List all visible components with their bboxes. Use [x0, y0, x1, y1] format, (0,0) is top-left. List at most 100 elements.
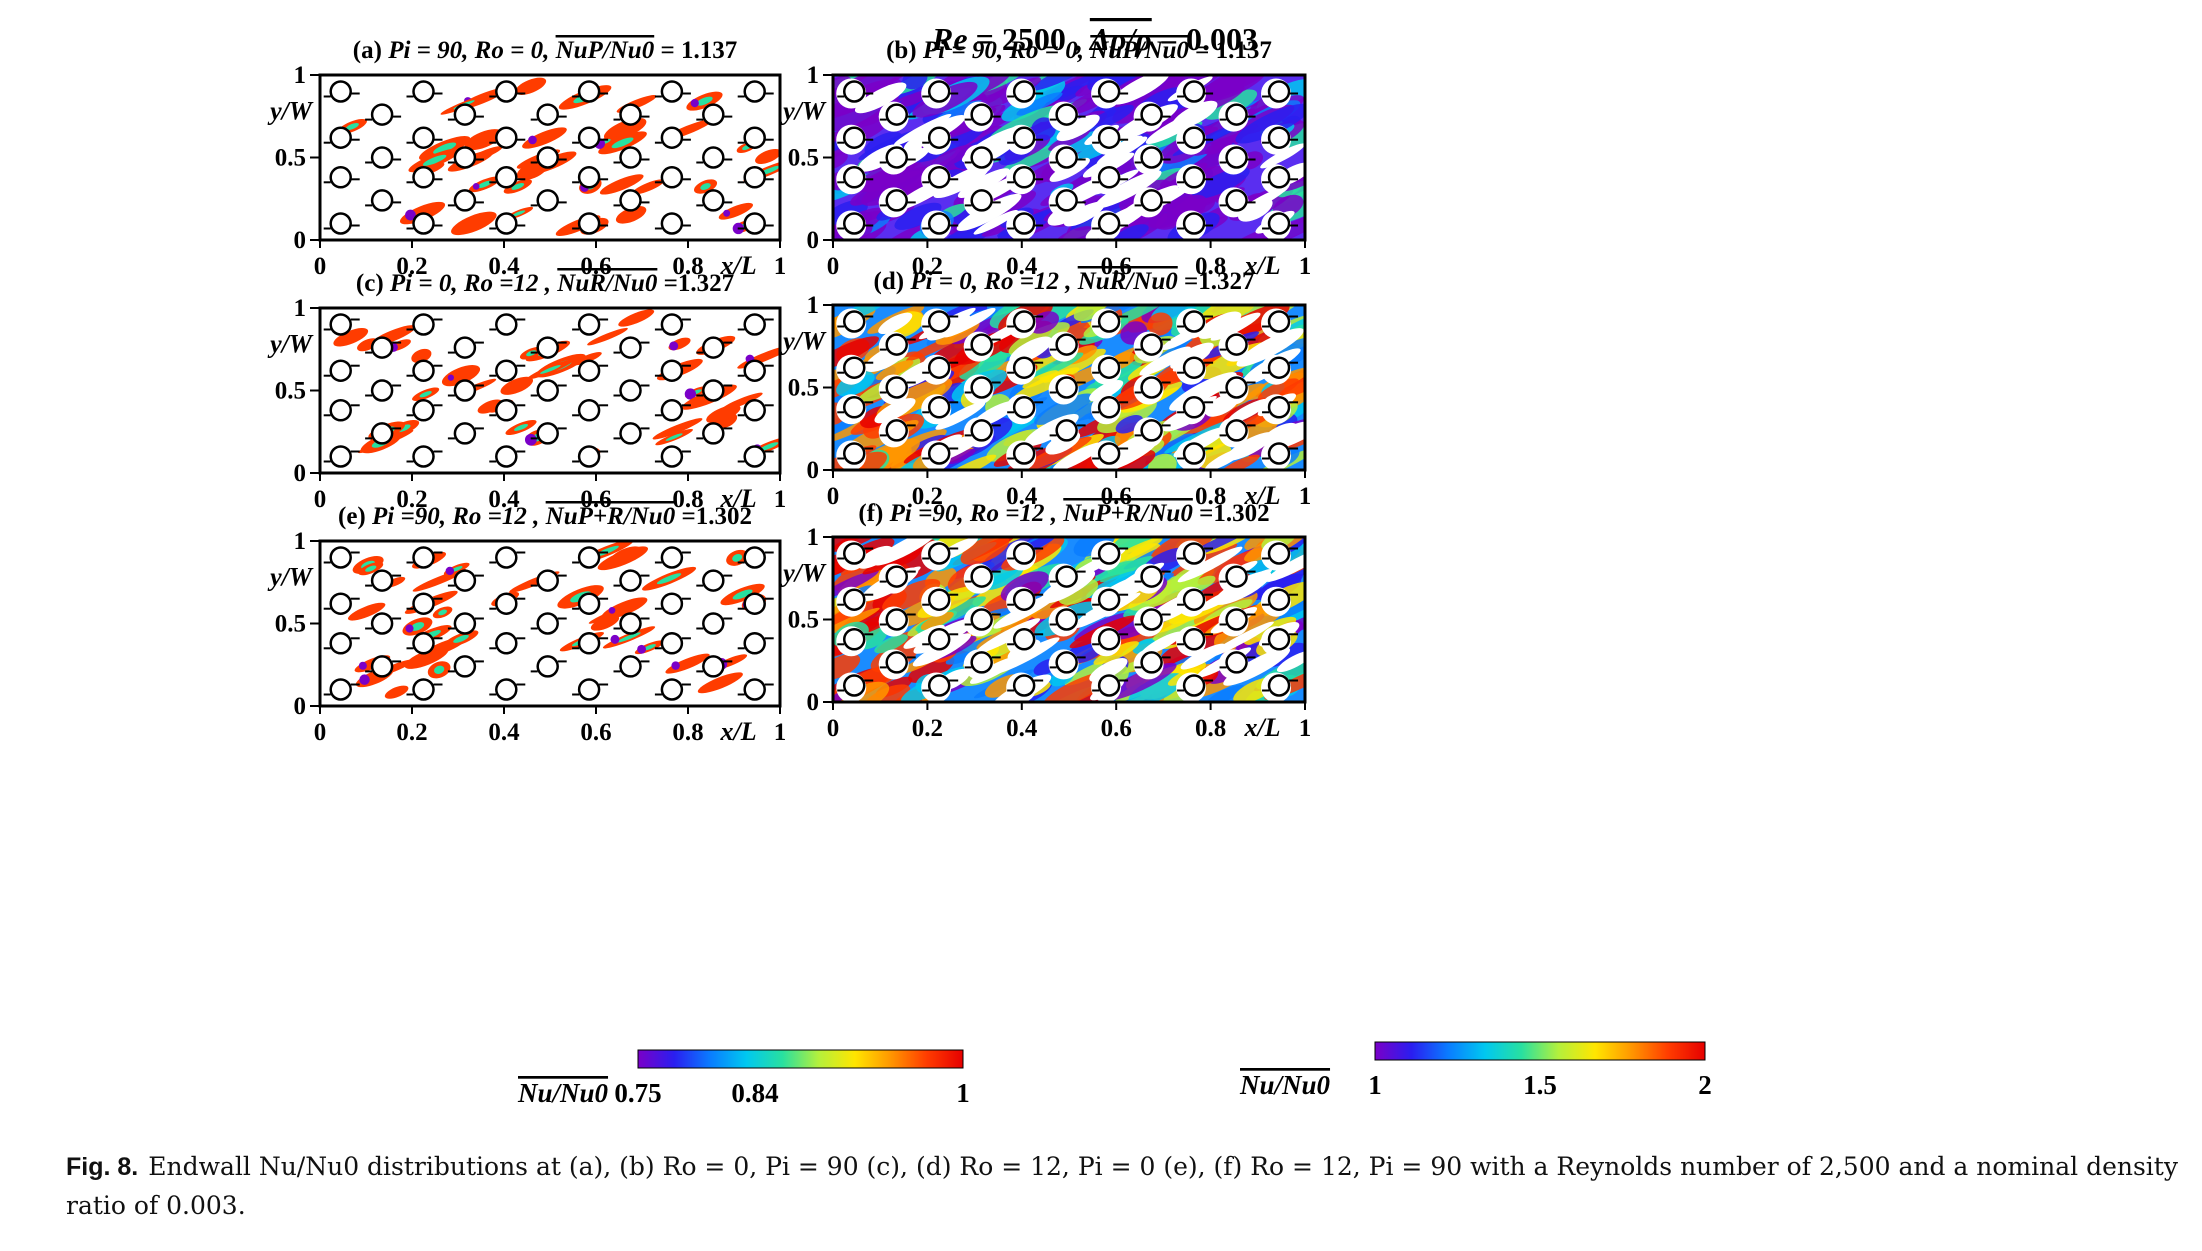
pin-fin — [406, 592, 443, 615]
pin-fin — [836, 78, 874, 109]
heat-blob-core — [514, 423, 529, 431]
heat-blob-core — [642, 644, 656, 651]
colorbar-tick-narrow: 0.75 — [614, 1078, 661, 1108]
pin-fin — [323, 678, 360, 701]
colorbar-narrow: Nu/Nu0 0.75 0.84 1 — [517, 1049, 970, 1108]
pin-circle — [536, 379, 559, 402]
x-axis-label: x/L — [1243, 251, 1280, 280]
pin-circle — [1267, 542, 1291, 565]
pin-circle — [329, 126, 352, 149]
pin-circle — [370, 336, 394, 359]
heat-blob-low — [472, 182, 480, 190]
pin-fin — [406, 632, 443, 655]
pin-fin — [530, 612, 567, 635]
heat-blob — [1053, 226, 1094, 240]
pin-fin — [406, 313, 443, 336]
pin-fin — [530, 655, 567, 678]
y-tick-label: 1 — [807, 292, 820, 319]
pin-circle — [1182, 442, 1206, 465]
figure-header: Re = 2500 , Δρ/ρ = 0.003 — [931, 21, 1258, 57]
pin-circle — [743, 359, 766, 382]
pin-fin — [572, 313, 609, 336]
pin-circle — [1182, 628, 1206, 651]
heat-blob — [1031, 117, 1056, 141]
pin-circle — [660, 166, 684, 189]
pin-fin — [1091, 124, 1129, 155]
reynolds-label: Re — [931, 21, 968, 57]
heat-blob-core — [433, 665, 445, 674]
pin-circle — [1267, 166, 1291, 189]
pin-circle — [577, 313, 601, 336]
pin-circle — [495, 445, 518, 468]
pin-fin — [1261, 78, 1299, 109]
heat-blob-low — [447, 374, 455, 381]
pin-fin — [1091, 78, 1129, 109]
pin-fin — [1133, 331, 1171, 362]
heat-blob-low — [405, 624, 414, 633]
pin-circle — [1267, 396, 1291, 419]
pin-circle — [1055, 376, 1078, 399]
panel-title-b: (b) Pi = 90, Ro = 0, NuP/Nu0 = 1.137 — [886, 37, 1272, 64]
pin-fin — [613, 189, 650, 212]
heat-blob — [1147, 312, 1173, 336]
pin-circle — [1225, 189, 1248, 212]
pin-circle — [702, 189, 725, 212]
pin-fin — [572, 166, 609, 189]
heat-blob-core — [732, 589, 753, 600]
pin-fin — [878, 187, 916, 218]
pin-circle — [495, 126, 518, 149]
pin-fin — [1006, 672, 1044, 703]
pin-circle — [453, 422, 477, 445]
heat-blob — [1276, 372, 1305, 399]
pin-circle — [842, 674, 866, 697]
y-tick-label: 1 — [294, 528, 307, 555]
pin-fin — [921, 354, 959, 385]
heat-blob — [1257, 378, 1299, 401]
panel-ratio-label-b: NuP/Nu0 — [1089, 37, 1189, 64]
pin-circle — [660, 80, 684, 103]
wake-streak — [1056, 114, 1100, 142]
pin-circle — [970, 103, 993, 126]
pin-fin — [447, 189, 484, 212]
wake-streak — [1177, 546, 1243, 583]
heat-blob — [862, 684, 911, 702]
heat-blob — [587, 327, 628, 346]
pin-fin — [878, 649, 916, 680]
pin-fin — [613, 569, 650, 592]
pin-circle — [1097, 674, 1121, 697]
panel-c: (c) Pi = 0, Ro =12 , NuR/Nu0 =1.327 0 0.2 0… — [267, 270, 786, 513]
pin-circle — [702, 569, 725, 592]
pin-circle — [660, 546, 684, 569]
heat-blob-core — [512, 210, 526, 217]
pin-circle — [927, 212, 951, 235]
pin-fin — [365, 336, 402, 359]
pin-fin — [1261, 210, 1299, 241]
heat-blob — [833, 653, 861, 680]
x-tick-label: 0.4 — [488, 253, 520, 280]
pin-fin — [1006, 78, 1044, 109]
wake-streak — [878, 312, 913, 335]
pin-fin — [921, 308, 959, 339]
wake-streak — [1140, 631, 1183, 656]
pin-fin — [921, 78, 959, 109]
pin-fin — [654, 126, 691, 149]
pin-circle — [495, 399, 518, 422]
y-tick-label: 0 — [807, 227, 820, 254]
pin-circle — [927, 628, 951, 651]
pin-circle — [743, 592, 766, 615]
pin-circle — [453, 379, 477, 402]
pin-fin — [489, 399, 526, 422]
pin-circle — [329, 212, 352, 235]
wake-streak — [1273, 416, 1305, 449]
x-tick-label: 0 — [827, 253, 840, 280]
pin-fin — [1006, 626, 1044, 657]
pin-circle — [1097, 542, 1121, 565]
pin-fin — [1133, 101, 1171, 132]
pin-fin — [1048, 649, 1086, 680]
x-tick-label: 0.6 — [1101, 253, 1132, 280]
panel-a: (a) Pi = 90, Ro = 0, NuP/Nu0 = 1.137 0 0.2… — [267, 37, 786, 280]
x-tick-label: 0.4 — [1006, 715, 1038, 742]
pin-circle — [1182, 356, 1206, 379]
pin-circle — [536, 655, 559, 678]
panel-ratio-label-e: NuP+R/Nu0 — [545, 503, 676, 530]
